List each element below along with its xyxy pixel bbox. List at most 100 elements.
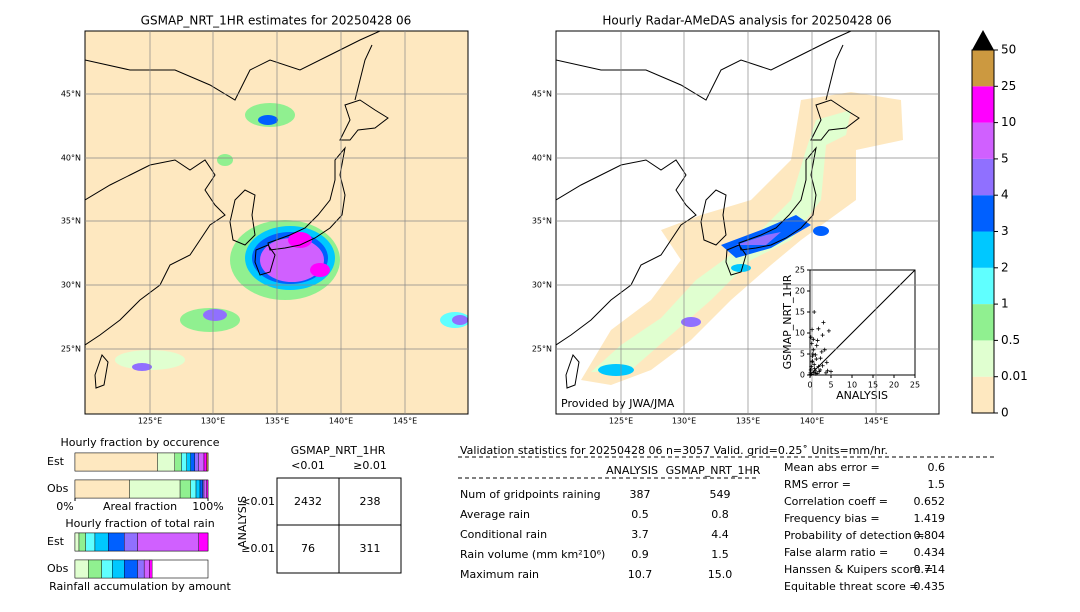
colorbar-label: 3 <box>1001 224 1009 238</box>
bar-segment <box>179 479 191 499</box>
bar-segment <box>78 532 86 552</box>
bar-segment <box>137 532 199 552</box>
point <box>826 328 831 333</box>
left-map-frame <box>84 30 469 415</box>
bar-segment <box>74 452 158 472</box>
point <box>814 343 819 348</box>
row-label: <0.01 <box>241 495 275 508</box>
value: 15.0 <box>708 568 733 581</box>
colorbar-segment <box>972 122 994 159</box>
point <box>820 333 825 338</box>
point <box>810 327 815 332</box>
score-value: 1.419 <box>914 512 946 525</box>
colorbar-label: 4 <box>1001 188 1009 202</box>
point <box>813 352 818 357</box>
value: 1.5 <box>711 548 729 561</box>
point <box>812 310 817 314</box>
colorbar-segment <box>972 231 994 268</box>
point <box>818 367 823 372</box>
x-tick-label: 0 <box>807 381 812 390</box>
column-label: ≥0.01 <box>353 459 387 472</box>
bar-segment <box>195 479 201 499</box>
lon-label: 130°E <box>672 417 696 426</box>
value: 4.4 <box>711 528 729 541</box>
lon-label: 125°E <box>138 417 162 426</box>
score-label: RMS error = <box>784 478 851 491</box>
x-tick-label: 0% <box>56 500 73 513</box>
point <box>816 364 821 369</box>
bar-segment <box>203 452 207 472</box>
occurrence-xlabel: Areal fraction <box>103 500 177 513</box>
bar-segment <box>190 479 197 499</box>
y-tick-label: 25 <box>795 266 805 275</box>
point <box>819 349 824 354</box>
row-label: Est <box>47 455 65 468</box>
right-map-frame <box>555 30 940 415</box>
point <box>815 371 820 376</box>
row-axis-label: ANALYSIS <box>236 496 249 548</box>
lon-label: 145°E <box>393 417 417 426</box>
point <box>811 370 816 375</box>
value: 549 <box>710 488 731 501</box>
x-tick-label: 25 <box>910 381 920 390</box>
lat-label: 30°N <box>61 281 81 290</box>
colorbar-label: 2 <box>1001 260 1009 274</box>
x-tick-label: 10 <box>847 381 857 390</box>
lat-label: 30°N <box>532 281 552 290</box>
bar-segment <box>190 452 195 472</box>
row-label: Conditional rain <box>460 528 547 541</box>
colorbar-label: 5 <box>1001 151 1009 165</box>
point <box>811 337 816 342</box>
score-value: 0.804 <box>914 529 946 542</box>
occurrence-title: Hourly fraction by occurence <box>61 436 220 449</box>
bar-segment <box>157 452 175 472</box>
point <box>816 326 821 331</box>
diagonal <box>809 269 916 376</box>
value: 3.7 <box>631 528 649 541</box>
colorbar-label: 1 <box>1001 297 1009 311</box>
score-value: 0.714 <box>914 563 946 576</box>
y-tick-label: 15 <box>795 308 805 317</box>
cell: 238 <box>360 495 381 508</box>
point <box>821 320 826 325</box>
bar-segment <box>137 559 145 579</box>
column-label: GSMAP_NRT_1HR <box>666 464 761 477</box>
colorbar-segment <box>972 195 994 232</box>
value: 0.8 <box>711 508 729 521</box>
y-tick-label: 20 <box>795 287 805 296</box>
left-map-title: GSMAP_NRT_1HR estimates for 20250428 06 <box>141 14 412 28</box>
bar-segment <box>143 559 150 579</box>
colorbar-segment <box>972 86 994 123</box>
colorbar-label: 0 <box>1001 406 1009 420</box>
lat-label: 25°N <box>532 345 552 354</box>
right-map <box>556 31 939 414</box>
score-value: 0.6 <box>928 461 946 474</box>
point <box>809 372 814 377</box>
cell: 76 <box>301 542 315 555</box>
point <box>824 360 829 365</box>
bar-segment <box>198 452 205 472</box>
lat-label: 40°N <box>61 154 81 163</box>
x-tick-label: 5 <box>828 381 833 390</box>
colorbar-segment <box>972 376 994 413</box>
total-rain-xlabel: Rainfall accumulation by amount <box>49 580 231 593</box>
colorbar-label: 50 <box>1001 43 1016 57</box>
row-label: Est <box>47 535 65 548</box>
x-tick-label: 20 <box>889 381 899 390</box>
lat-label: 25°N <box>61 345 81 354</box>
lat-label: 45°N <box>532 90 552 99</box>
bar-segment <box>186 452 191 472</box>
point <box>808 367 813 372</box>
score-label: Correlation coeff = <box>784 495 888 508</box>
point <box>808 335 813 340</box>
point <box>812 366 817 371</box>
cell: 311 <box>360 542 381 555</box>
colorbar-segment <box>972 340 994 377</box>
bar-segment <box>203 479 207 499</box>
y-tick-label: 10 <box>795 329 805 338</box>
point <box>822 347 827 352</box>
row-label: Maximum rain <box>460 568 539 581</box>
point <box>812 362 817 367</box>
bar-segment <box>129 479 181 499</box>
row-label: ≥0.01 <box>241 542 275 555</box>
